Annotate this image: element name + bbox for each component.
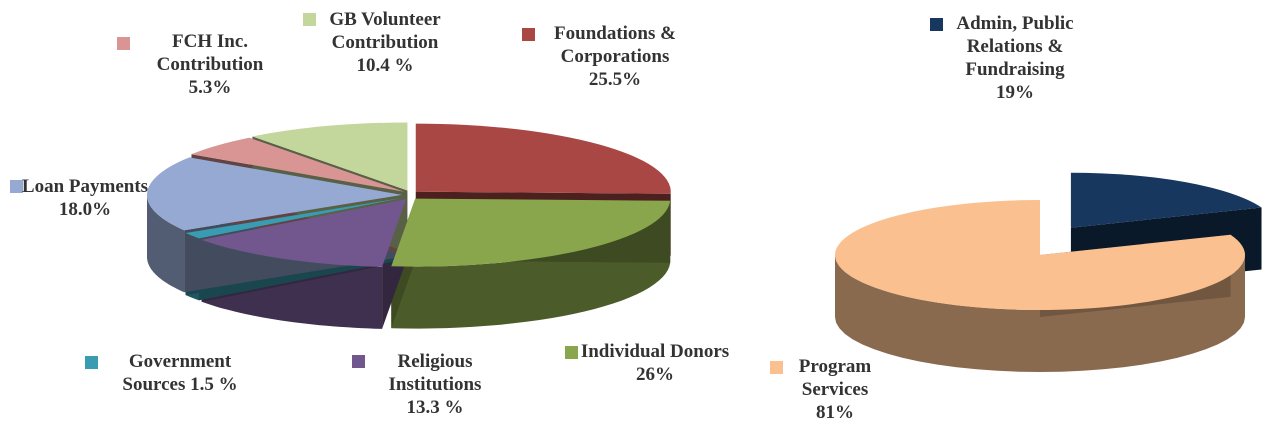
category-label: Religious Institutions: [388, 351, 482, 395]
slice-label: GB Volunteer Contribution 10.4 %: [300, 8, 470, 77]
slice: [834, 200, 1245, 310]
legend-marker: [303, 13, 316, 26]
legend-marker: [117, 37, 130, 50]
slice: [1070, 172, 1262, 228]
legend-marker: [565, 346, 578, 359]
slice-label: Program Services 81%: [775, 355, 895, 424]
slice: [191, 137, 405, 192]
value-label: 5.3%: [188, 77, 232, 98]
value-label: 13.3 %: [406, 397, 464, 418]
legend-marker: [930, 18, 943, 31]
category-label: Individual Donors: [580, 341, 730, 362]
slice: [415, 123, 671, 194]
slice: [252, 122, 408, 191]
slice-label: Loan Payments 18.0%: [20, 175, 150, 221]
value-label: 18.0%: [58, 199, 112, 220]
slice-label: Foundations & Corporations 25.5%: [535, 22, 695, 91]
category-label: FCH Inc. Contribution: [156, 31, 264, 75]
value-label: 25.5%: [588, 69, 642, 90]
slice-label: Religious Institutions 13.3 %: [360, 350, 510, 419]
legend-marker: [352, 355, 365, 368]
slice-label: Government Sources 1.5 %: [95, 350, 265, 396]
value-label: 10.4 %: [356, 55, 414, 76]
slice-label: FCH Inc. Contribution 5.3%: [125, 30, 295, 99]
category-label: GB Volunteer Contribution: [329, 9, 441, 53]
slice-label: Individual Donors 26%: [575, 340, 735, 386]
slice: [201, 199, 407, 267]
legend-marker: [770, 361, 783, 374]
legend-marker: [85, 356, 98, 369]
value-label: 1.5 %: [190, 374, 238, 395]
category-label: Loan Payments: [21, 176, 149, 197]
value-label: 81%: [816, 402, 854, 423]
slice: [391, 198, 671, 267]
slice: [185, 197, 404, 239]
value-label: 19%: [996, 82, 1034, 103]
category-label: Admin, Public Relations & Fundraising: [956, 13, 1074, 80]
slice-side: [391, 200, 671, 329]
slice-label: Admin, Public Relations & Fundraising 19%: [955, 12, 1075, 104]
value-label: 26%: [636, 364, 674, 385]
category-label: Government Sources: [122, 351, 232, 395]
legend-marker: [522, 28, 535, 41]
slice: [147, 157, 403, 231]
legend-marker: [10, 180, 23, 193]
category-label: Foundations & Corporations: [554, 23, 676, 67]
category-label: Program Services: [798, 356, 872, 400]
slice-side: [147, 194, 185, 293]
